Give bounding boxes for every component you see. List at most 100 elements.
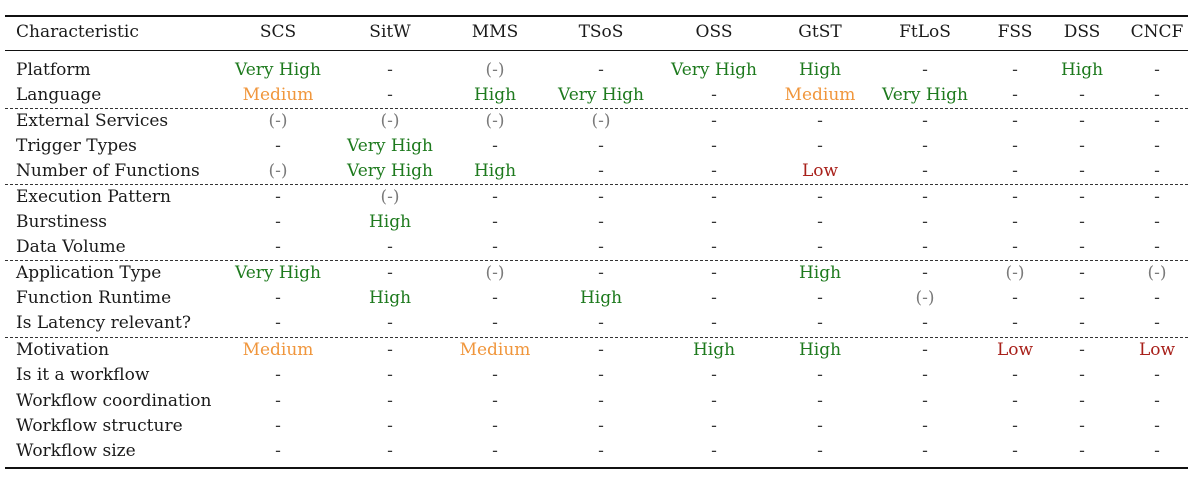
table-cell: - <box>1079 340 1085 360</box>
table-cell: Very High <box>670 60 758 80</box>
table-cell: - <box>1154 441 1160 461</box>
table-cell: - <box>922 263 928 283</box>
table-cell: - <box>1079 187 1085 207</box>
group-separator <box>5 108 1188 109</box>
table-row: Platform Very High - (-) - Very High High - - Hig… <box>0 58 1200 83</box>
table-cell: - <box>1012 391 1018 411</box>
table-cell: - <box>1012 313 1018 333</box>
table-cell: - <box>1012 441 1018 461</box>
table-cell: - <box>1079 237 1085 257</box>
table-cell: Very High <box>346 136 434 156</box>
table-cell: - <box>922 60 928 80</box>
table-cell: High <box>473 161 517 181</box>
table-cell: (-) <box>1005 263 1025 283</box>
table-cell: - <box>711 237 717 257</box>
table-cell: - <box>817 391 823 411</box>
table-cell: - <box>711 365 717 385</box>
table-cell: - <box>1079 85 1085 105</box>
table-cell: - <box>922 212 928 232</box>
table-cell: - <box>492 187 498 207</box>
table-cell: - <box>1154 391 1160 411</box>
table-cell: - <box>817 365 823 385</box>
table-cell: - <box>1079 365 1085 385</box>
table-cell: Very High <box>234 60 322 80</box>
table-cell: - <box>387 263 393 283</box>
table-cell: Medium <box>242 340 314 360</box>
table-cell: - <box>1012 85 1018 105</box>
table-cell: - <box>711 161 717 181</box>
table-cell: - <box>492 136 498 156</box>
table-cell: High <box>798 263 842 283</box>
table-cell: - <box>1012 212 1018 232</box>
row-label: Motivation <box>16 340 110 360</box>
column-header: TSoS <box>578 22 624 42</box>
row-label: Trigger Types <box>16 136 137 156</box>
column-header: SCS <box>259 22 297 42</box>
column-header: GtST <box>798 22 842 42</box>
table-row: Execution Pattern - (-) - - - - - - - - <box>0 185 1200 210</box>
table-cell: - <box>598 391 604 411</box>
table-cell: - <box>275 441 281 461</box>
table-cell: - <box>275 187 281 207</box>
table-cell: - <box>598 313 604 333</box>
table-cell: - <box>1012 187 1018 207</box>
table-cell: High <box>368 288 412 308</box>
table-cell: - <box>387 60 393 80</box>
table-cell: (-) <box>485 263 505 283</box>
table-cell: (-) <box>380 187 400 207</box>
table-cell: - <box>711 441 717 461</box>
table-cell: - <box>598 187 604 207</box>
row-label: Workflow structure <box>16 416 183 436</box>
row-label: Data Volume <box>16 237 126 257</box>
table-row: Application Type Very High - (-) - - High - (-) -… <box>0 261 1200 286</box>
table-cell: - <box>817 441 823 461</box>
table-cell: - <box>711 136 717 156</box>
table-row: Trigger Types - Very High - - - - - - - - <box>0 134 1200 159</box>
table-cell: - <box>275 288 281 308</box>
table-cell: Medium <box>784 85 856 105</box>
table-cell: - <box>387 365 393 385</box>
table-cell: - <box>598 60 604 80</box>
top-rule <box>5 15 1188 17</box>
table-cell: - <box>1154 288 1160 308</box>
table-cell: - <box>817 111 823 131</box>
row-label: External Services <box>16 111 169 131</box>
table-cell: (-) <box>1147 263 1167 283</box>
table-cell: - <box>598 161 604 181</box>
table-cell: - <box>275 237 281 257</box>
table-cell: - <box>387 313 393 333</box>
table-cell: - <box>922 441 928 461</box>
column-header: FSS <box>997 22 1033 42</box>
table-cell: - <box>1012 288 1018 308</box>
table-cell: - <box>1079 288 1085 308</box>
table-cell: - <box>922 365 928 385</box>
table-cell: - <box>922 313 928 333</box>
table-row: Language Medium - High Very High - Medium Very … <box>0 83 1200 108</box>
table-cell: - <box>275 365 281 385</box>
table-cell: - <box>711 212 717 232</box>
table-cell: - <box>1154 212 1160 232</box>
table-cell: - <box>1012 161 1018 181</box>
table-cell: - <box>1154 161 1160 181</box>
table-cell: Low <box>996 340 1034 360</box>
table-row: Data Volume - - - - - - - - - - <box>0 235 1200 260</box>
table-cell: - <box>1154 60 1160 80</box>
table-cell: High <box>579 288 623 308</box>
table-cell: - <box>922 340 928 360</box>
table-cell: - <box>1012 416 1018 436</box>
table-row: Number of Functions (-) Very High High - - Low… <box>0 159 1200 184</box>
row-label: Workflow coordination <box>16 391 212 411</box>
table-cell: - <box>598 340 604 360</box>
table-cell: - <box>1012 365 1018 385</box>
column-header: MMS <box>471 22 519 42</box>
table-row: External Services (-) (-) (-) (-) - - - - - - <box>0 109 1200 134</box>
table-cell: - <box>817 288 823 308</box>
table-cell: - <box>1012 111 1018 131</box>
table-row: Function Runtime - High - High - - (-) - - - <box>0 286 1200 311</box>
row-label: Application Type <box>16 263 162 283</box>
table-row: Workflow coordination - - - - - - - - - - <box>0 389 1200 414</box>
table-cell: - <box>817 313 823 333</box>
table-cell: - <box>492 212 498 232</box>
table-cell: - <box>1012 237 1018 257</box>
table-cell: - <box>492 365 498 385</box>
